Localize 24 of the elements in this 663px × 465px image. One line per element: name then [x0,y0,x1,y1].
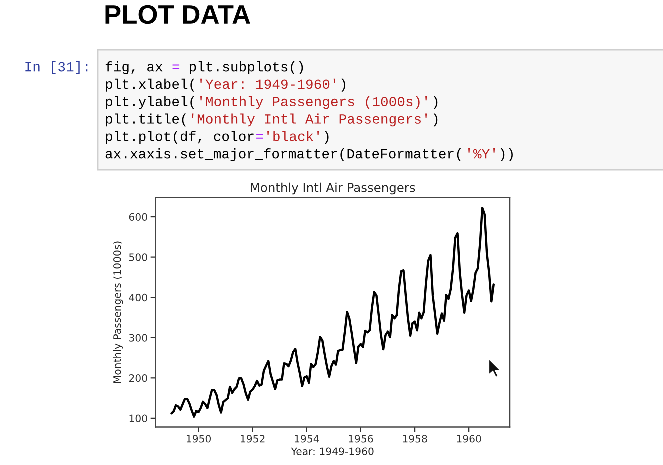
x-axis-title: Year: 1949-1960 [291,448,374,456]
x-tick-label: 1958 [403,435,428,443]
x-tick-label: 1950 [186,435,212,443]
text: plt.ylabel('Monthly Passengers (1000s)') [106,96,438,110]
y-tick-label: 400 [129,294,148,302]
text: plt.title('Monthly Intl Air Passengers') [106,114,438,127]
text: fig, ax = plt.subplots() [106,62,304,74]
line-series [170,207,495,418]
x-tick-label: 1954 [295,435,320,443]
text: PLOT DATA [106,5,250,24]
y-axis-title: Monthly Passengers (1000s) [113,242,124,384]
y-tick-label: 500 [129,254,148,262]
x-tick-label: 1952 [241,435,265,443]
text: In [31]: [26,62,88,74]
y-tick-label: 300 [129,334,148,342]
chart-title: Monthly Intl Air Passengers [251,182,416,195]
text: plt.plot(df, color='black') [106,131,329,144]
x-tick-label: 1956 [349,435,374,443]
text: ax.xaxis.set_major_formatter(DateFormatter('%Y')) [106,148,513,162]
y-tick-label: 200 [129,374,148,382]
text: plt.xlabel('Year: 1949-1960') [106,78,346,92]
x-tick-label: 1960 [457,435,482,443]
y-tick-label: 100 [130,414,148,422]
y-tick-label: 600 [129,213,148,222]
